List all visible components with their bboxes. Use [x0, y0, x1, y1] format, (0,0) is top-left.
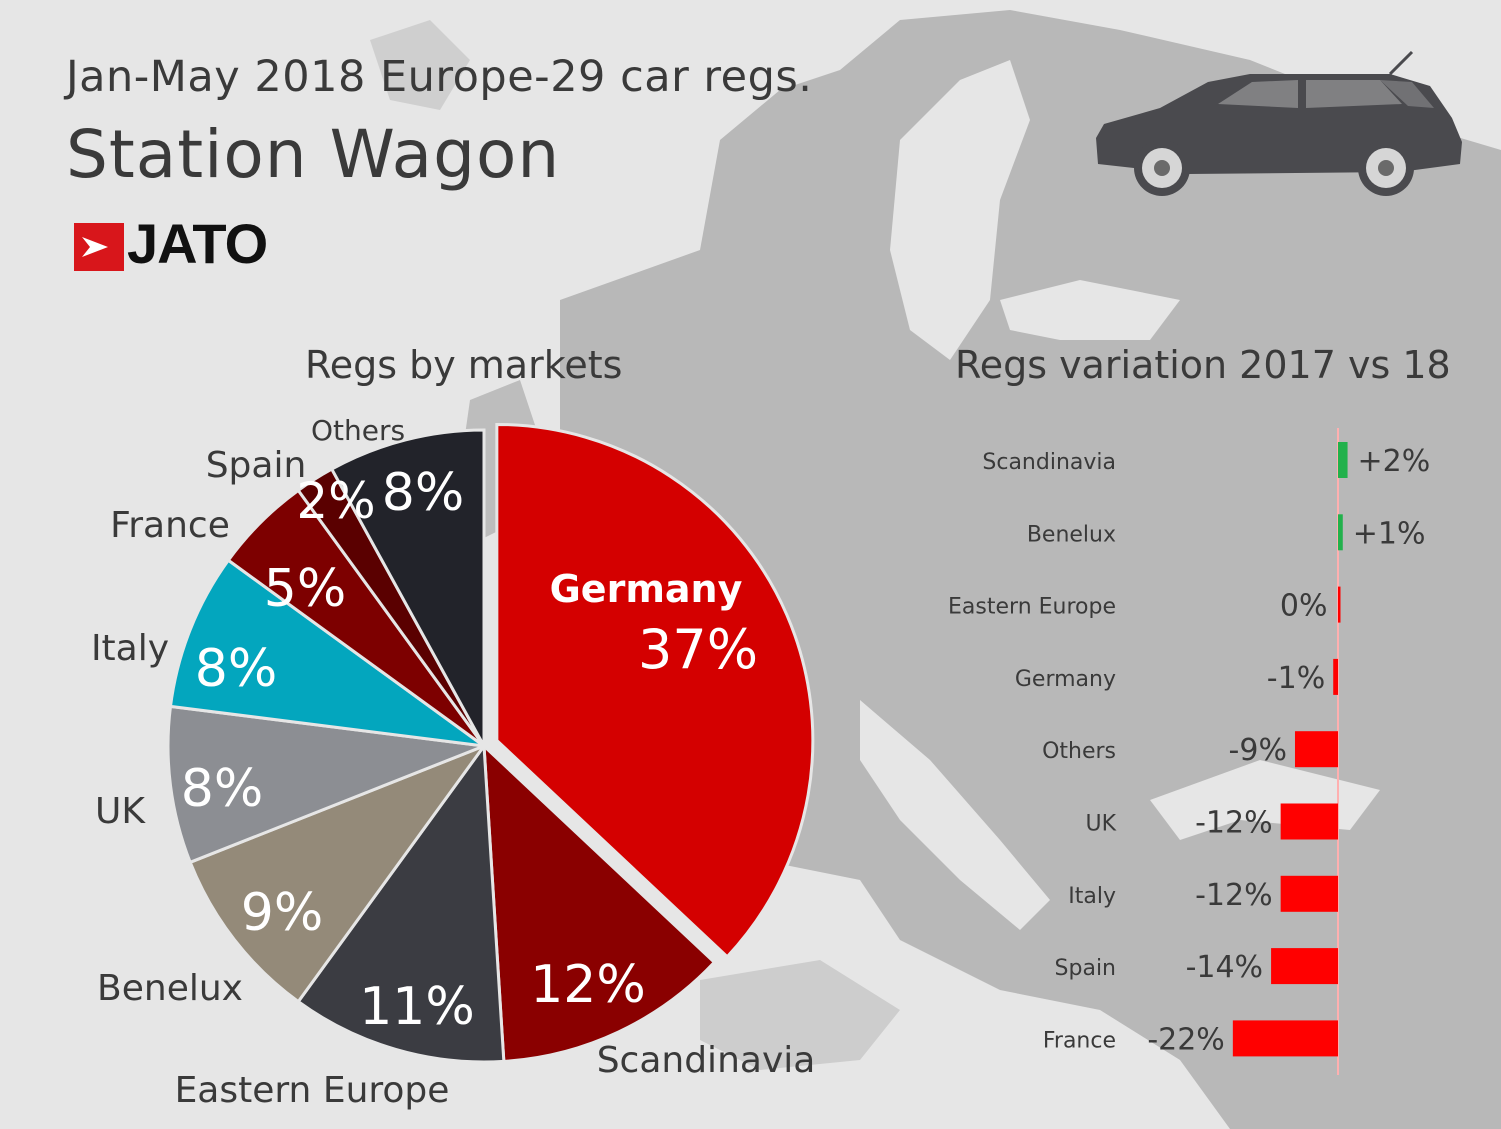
bar-spain — [1271, 948, 1338, 985]
pie-slice-italy — [168, 558, 485, 748]
bar-category-label-france: France — [1043, 1028, 1116, 1053]
pie-category-label-scandinavia: Scandinavia — [597, 1040, 816, 1081]
bar-germany — [1333, 658, 1338, 695]
bar-category-label-scandinavia: Scandinavia — [982, 450, 1116, 475]
pie-slice-benelux — [188, 742, 489, 1004]
bar-value-label-benelux: +1% — [1353, 516, 1426, 551]
page-title: Station Wagon — [66, 116, 561, 193]
pie-value-label-scandinavia: 12% — [530, 955, 646, 1015]
pie-slice-germany — [495, 422, 815, 959]
pie-category-label-eastern-europe: Eastern Europe — [175, 1070, 450, 1111]
jato-logo-icon — [74, 223, 124, 271]
bar-value-label-scandinavia: +2% — [1358, 444, 1431, 479]
bar-category-label-eastern-europe: Eastern Europe — [948, 595, 1116, 620]
pie-chart-title: Regs by markets — [305, 343, 623, 387]
pie-category-label-france: France — [110, 505, 230, 546]
bar-value-label-germany: -1% — [1267, 661, 1325, 696]
jato-logo: JATO — [74, 216, 314, 276]
pie-value-label-italy: 8% — [195, 639, 278, 699]
pie-slice-others — [329, 428, 486, 747]
station-wagon-icon — [1096, 50, 1462, 196]
bar-benelux — [1338, 514, 1343, 551]
bar-value-label-uk: -12% — [1195, 806, 1273, 841]
bar-category-label-spain: Spain — [1055, 956, 1116, 981]
bar-value-label-france: -22% — [1147, 1022, 1225, 1057]
pie-value-label-uk: 8% — [181, 759, 264, 819]
bar-uk — [1280, 803, 1338, 840]
bar-category-label-germany: Germany — [1015, 667, 1116, 692]
pie-value-label-others: 8% — [382, 463, 465, 523]
bar-category-label-uk: UK — [1085, 812, 1116, 837]
pie-category-label-spain: Spain — [206, 445, 307, 486]
brand-name: JATO — [127, 212, 268, 275]
pie-slice-eastern-europe — [296, 741, 506, 1064]
pie-category-label-benelux: Benelux — [97, 968, 243, 1009]
bar-value-label-eastern-europe: 0% — [1280, 589, 1328, 624]
bar-value-label-italy: -12% — [1195, 878, 1273, 913]
bar-scandinavia — [1338, 442, 1348, 478]
pie-category-label-germany: Germany — [550, 567, 743, 611]
bar-value-label-others: -9% — [1229, 733, 1287, 768]
bar-france — [1232, 1020, 1338, 1057]
bar-category-label-others: Others — [1042, 739, 1116, 764]
pie-value-label-spain: 2% — [296, 472, 375, 530]
pie-category-label-italy: Italy — [91, 628, 169, 669]
pie-slice-scandinavia — [482, 742, 717, 1063]
bar-italy — [1280, 875, 1338, 912]
pie-value-label-benelux: 9% — [241, 883, 324, 943]
subtitle: Jan-May 2018 Europe-29 car regs. — [66, 52, 813, 102]
bar-category-label-benelux: Benelux — [1027, 522, 1116, 547]
bar-value-label-spain: -14% — [1186, 950, 1264, 985]
bar-others — [1294, 731, 1338, 768]
pie-value-label-eastern-europe: 11% — [359, 977, 475, 1037]
pie-slice-uk — [166, 704, 485, 865]
bar-chart-title: Regs variation 2017 vs 18 — [955, 343, 1451, 387]
pie-value-label-germany: 37% — [638, 618, 758, 681]
pie-value-label-france: 5% — [264, 559, 347, 619]
bar-eastern-europe — [1338, 586, 1341, 623]
bar-category-label-italy: Italy — [1068, 884, 1116, 909]
pie-category-label-others: Others — [311, 414, 405, 447]
pie-category-label-uk: UK — [95, 791, 146, 832]
